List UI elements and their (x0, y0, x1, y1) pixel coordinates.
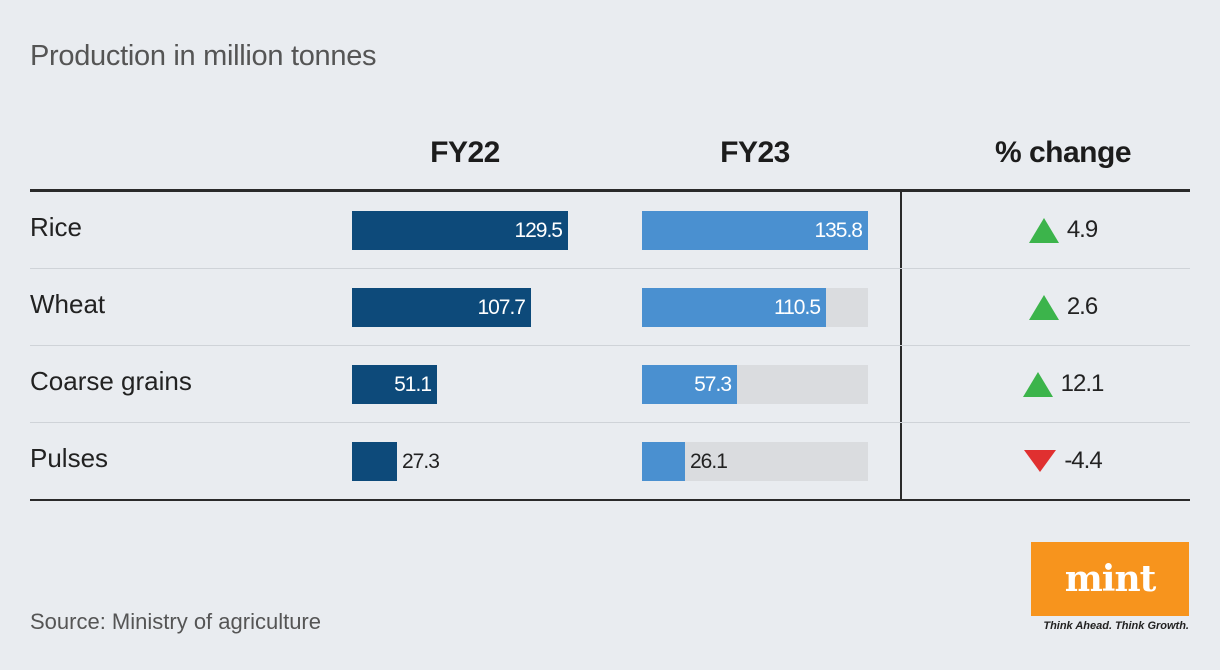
change-value: 4.9 (1066, 216, 1098, 243)
bar-value-label: 27.3 (402, 450, 440, 473)
row-label: Pulses (30, 443, 109, 473)
bar-fy23 (642, 211, 868, 250)
bar-track-fy22: 27.3 (352, 442, 578, 481)
bar-fy22 (352, 365, 437, 404)
bar-value-label: 107.7 (477, 296, 526, 319)
bar-track-fy23: 57.3 (642, 365, 868, 404)
bar-value-label: 135.8 (814, 219, 863, 242)
triangle-down-icon (1024, 450, 1057, 472)
bar-track-fy23: 135.8 (642, 211, 868, 250)
triangle-up-icon (1028, 294, 1059, 320)
change-column-divider (900, 192, 902, 500)
chart-subtitle: Production in million tonnes (30, 40, 377, 72)
bar-value-label: 57.3 (694, 373, 732, 396)
bar-track-fy23: 110.5 (642, 288, 868, 327)
row-label: Coarse grains (30, 366, 192, 396)
column-header-change: % change (994, 136, 1132, 169)
bar-value-label: 51.1 (394, 373, 432, 396)
change-cell: 12.1 (940, 366, 1186, 402)
row-label: Wheat (30, 289, 106, 319)
table-top-rule (30, 189, 1190, 192)
change-cell: -4.4 (940, 443, 1186, 479)
triangle-up-icon (1022, 371, 1053, 397)
bar-value-label: 26.1 (690, 450, 728, 473)
bar-value-label: 110.5 (774, 296, 821, 319)
logo-tagline: Think Ahead. Think Growth. (1043, 620, 1189, 632)
table-bottom-rule (30, 499, 1190, 501)
source-note: Source: Ministry of agriculture (30, 609, 321, 634)
bar-fy22 (352, 288, 531, 327)
table-row: Wheat 107.7 110.5 2.6 (30, 269, 1190, 346)
bar-fy23 (642, 442, 685, 481)
column-header-fy22: FY22 (430, 136, 500, 169)
column-header-fy23: FY23 (720, 136, 790, 169)
bar-track-fy22: 51.1 (352, 365, 578, 404)
change-cell: 4.9 (940, 212, 1186, 248)
bar-track-fy22: 129.5 (352, 211, 578, 250)
logo-wordmark: mint (1064, 558, 1157, 600)
row-label: Rice (30, 212, 83, 242)
bar-fy23 (642, 365, 737, 404)
triangle-up-icon (1028, 217, 1059, 243)
change-cell: 2.6 (940, 289, 1186, 325)
table-row: Coarse grains 51.1 57.3 12.1 (30, 346, 1190, 423)
mint-logo: mint (1031, 542, 1189, 616)
bar-fy22 (352, 442, 397, 481)
bar-fy22 (352, 211, 568, 250)
bar-track-fy22: 107.7 (352, 288, 578, 327)
change-value: 2.6 (1066, 293, 1098, 320)
change-value: 12.1 (1060, 370, 1105, 397)
bar-fy23 (642, 288, 826, 327)
bar-value-label: 129.5 (514, 219, 563, 242)
bar-track-fy23: 26.1 (642, 442, 868, 481)
table-row: Rice 129.5 135.8 4.9 (30, 192, 1190, 269)
change-value: -4.4 (1064, 447, 1102, 474)
table-row: Pulses 27.3 26.1 -4.4 (30, 423, 1190, 500)
